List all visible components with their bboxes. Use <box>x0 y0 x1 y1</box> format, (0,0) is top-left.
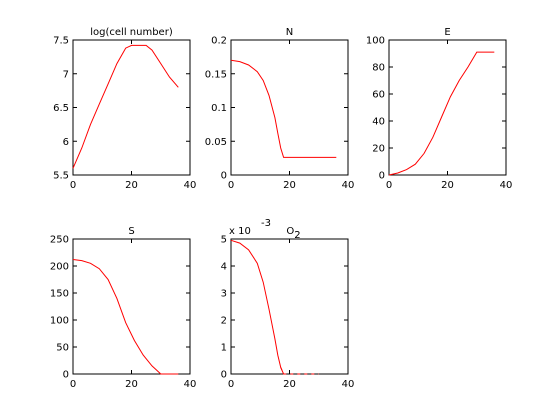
x-tick-label: 0 <box>70 180 76 191</box>
y-tick-label: 150 <box>50 289 69 300</box>
x-tick-label: 40 <box>500 180 513 191</box>
series-line <box>388 51 495 176</box>
x-tick-label: 40 <box>184 180 197 191</box>
series-line-tail <box>280 367 319 375</box>
y-tick-label: 3 <box>221 289 227 300</box>
panel-title: S <box>128 226 134 237</box>
title-subscript: 2 <box>294 230 300 241</box>
panel-title: N <box>286 27 293 38</box>
x-tick-label: 20 <box>283 180 296 191</box>
x-tick-label: 20 <box>441 180 454 191</box>
series-line <box>230 59 337 158</box>
y-tick-label: 5.5 <box>53 171 69 182</box>
axes-frame <box>72 39 191 176</box>
y-tick-label: 5 <box>221 235 227 246</box>
axes-frame <box>230 238 349 375</box>
y-tick-label: 7.5 <box>53 36 69 47</box>
y-tick-label: 200 <box>50 262 69 273</box>
y-tick-label: 0 <box>379 171 385 182</box>
x-tick-label: 40 <box>342 379 355 390</box>
y-tick-label: 100 <box>50 316 69 327</box>
x-tick-label: 0 <box>70 379 76 390</box>
axes-frame <box>230 39 349 176</box>
x-tick-label: 0 <box>228 180 234 191</box>
y-tick-label: 6.5 <box>53 103 69 114</box>
y-tick-label: 1 <box>221 343 227 354</box>
x-tick-label: 0 <box>386 180 392 191</box>
y-tick-label: 7 <box>63 69 69 80</box>
y-tick-label: 6 <box>63 137 69 148</box>
y-tick-label: 0 <box>221 171 227 182</box>
y-tick-label: 0.15 <box>205 69 227 80</box>
x-tick-label: 20 <box>125 379 138 390</box>
x-tick-label: 20 <box>283 379 296 390</box>
series-line <box>230 239 285 375</box>
y-tick-label: 0.2 <box>211 36 227 47</box>
panel-title: log(cell number) <box>90 27 173 38</box>
y-tick-label: 50 <box>56 343 69 354</box>
x-tick-label: 40 <box>342 180 355 191</box>
panel-3: 0 20 40 0 20 40 60 80 100 E <box>366 27 512 191</box>
y-tick-label: 250 <box>50 235 69 246</box>
x-tick-label: 40 <box>184 379 197 390</box>
panel-2: 0 20 40 0 0.05 0.1 0.15 0.2 N <box>205 27 355 191</box>
x-tick-label: 0 <box>228 379 234 390</box>
y-tick-label: 0 <box>63 370 69 381</box>
y-tick-label: 100 <box>366 36 385 47</box>
y-tick-label: 80 <box>372 63 385 74</box>
y-tick-label: 0.1 <box>211 103 227 114</box>
panel-1: 0 20 40 5.5 6 6.5 7 7.5 log(cell number) <box>53 27 196 191</box>
y-tick-label: 2 <box>221 316 227 327</box>
y-tick-label: 0 <box>221 370 227 381</box>
series-line <box>72 259 179 375</box>
panel-4: 0 20 40 0 50 100 150 200 250 S <box>50 226 196 390</box>
axes-frame <box>388 39 507 176</box>
panel-title: E <box>444 27 450 38</box>
y-tick-label: 0.05 <box>205 137 227 148</box>
y-tick-label: 4 <box>221 262 227 273</box>
y-tick-label: 40 <box>372 117 385 128</box>
y-tick-label: 60 <box>372 90 385 101</box>
series-line <box>72 44 179 169</box>
y-tick-label: 20 <box>372 144 385 155</box>
axes-frame <box>72 238 191 375</box>
y-exponent-label: x 10 <box>229 226 251 237</box>
y-exponent-power: -3 <box>261 218 271 229</box>
x-tick-label: 20 <box>125 180 138 191</box>
